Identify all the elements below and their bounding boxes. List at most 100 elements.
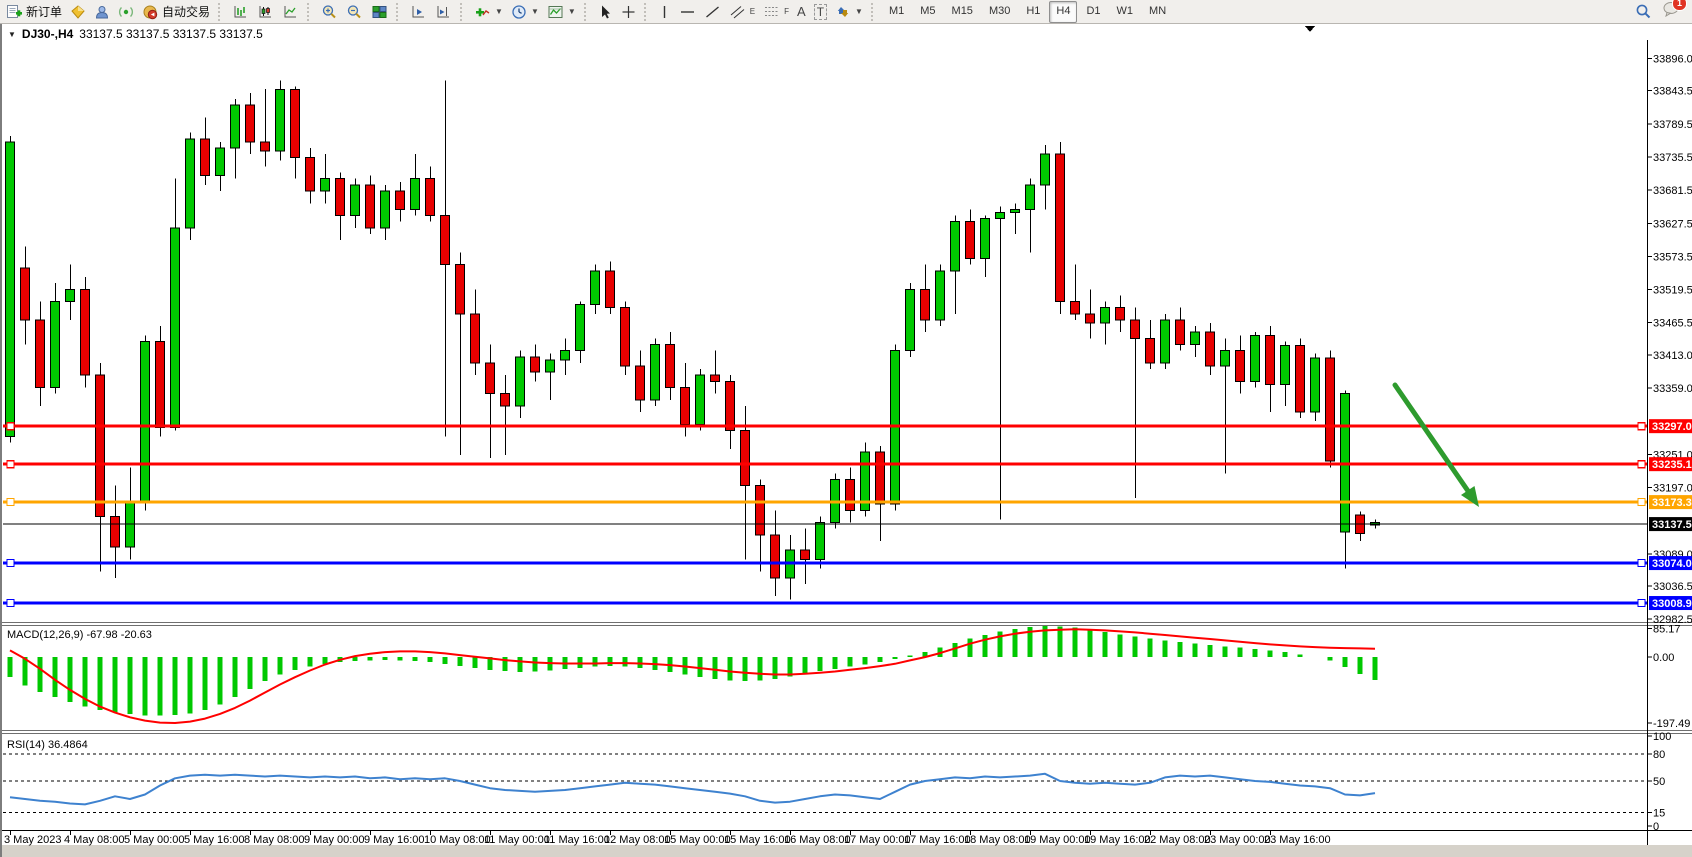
signals-button[interactable] — [114, 0, 138, 24]
zoom-out-button[interactable] — [342, 0, 367, 24]
chart-shift-marker[interactable] — [1305, 26, 1315, 32]
timeframe-button-m15[interactable]: M15 — [951, 4, 973, 17]
periods-button[interactable]: ▼ — [507, 0, 543, 24]
bar-chart-button[interactable] — [228, 0, 253, 24]
macd-histogram-bar — [802, 657, 808, 674]
line-handle[interactable] — [1637, 498, 1646, 507]
trendline-tool-button[interactable] — [700, 0, 725, 24]
macd-histogram-bar — [367, 657, 373, 661]
arrows-tool-button[interactable]: ▼ — [831, 0, 867, 24]
macd-histogram-bar — [202, 657, 208, 710]
macd-histogram-bar — [982, 635, 988, 658]
crosshair-button[interactable] — [617, 0, 640, 24]
candle-bullish — [515, 356, 525, 407]
macd-histogram-bar — [307, 657, 313, 667]
candle-bearish — [1070, 301, 1080, 315]
fibonacci-tool-button[interactable]: F — [759, 0, 793, 24]
time-tick-label: 17 May 00:00 — [844, 834, 911, 846]
chart-shift-button[interactable] — [431, 0, 456, 24]
chevron-down-icon: ▼ — [530, 7, 539, 16]
templates-button[interactable]: ▼ — [543, 0, 580, 24]
macd-histogram-bar — [1177, 642, 1183, 658]
candle-bearish — [20, 267, 30, 321]
time-tick-label: 4 May 08:00 — [64, 834, 125, 846]
timeframe-button-w1[interactable]: W1 — [1116, 4, 1134, 17]
line-handle[interactable] — [1637, 460, 1646, 469]
candle-bearish — [290, 89, 300, 158]
candle-bearish — [800, 549, 810, 560]
timeframe-button-m30[interactable]: M30 — [988, 4, 1011, 17]
toolbar-separator — [460, 2, 466, 21]
rsi-tick-label: 15 — [1653, 808, 1665, 820]
macd-histogram-bar — [1327, 657, 1333, 661]
auto-scroll-button[interactable] — [406, 0, 431, 24]
macd-histogram-bar — [1192, 643, 1198, 658]
line-handle[interactable] — [6, 498, 15, 507]
line-handle[interactable] — [1637, 422, 1646, 431]
price-line-badge-value: 33008.9 — [1652, 598, 1692, 610]
macd-histogram-bar — [127, 657, 133, 714]
macd-histogram-bar — [952, 643, 958, 658]
timeframe-button-mn[interactable]: MN — [1149, 4, 1167, 17]
chevron-down-icon: ▼ — [855, 7, 863, 16]
line-handle[interactable] — [1637, 558, 1646, 568]
timeframe-button-d1[interactable]: D1 — [1086, 4, 1101, 17]
candlestick-chart-button[interactable] — [253, 0, 278, 24]
line-handle[interactable] — [6, 422, 15, 431]
macd-histogram-bar — [727, 657, 733, 681]
chart-menu-triangle-icon[interactable]: ▼ — [8, 29, 16, 39]
trend-arrow-shaft — [1392, 382, 1471, 494]
macd-histogram-bar — [637, 657, 643, 668]
time-tick-label: 5 May 16:00 — [184, 834, 245, 846]
macd-histogram-bar — [922, 652, 928, 658]
candle-bearish — [680, 386, 690, 425]
trend-arrow[interactable] — [1392, 382, 1479, 507]
line-handle[interactable] — [6, 598, 15, 608]
new-order-button[interactable]: 新订单 — [2, 0, 66, 24]
line-chart-button[interactable] — [278, 0, 303, 24]
macd-histogram-bar — [37, 657, 43, 693]
macd-histogram-bar — [592, 657, 598, 667]
data-window-button[interactable] — [90, 0, 114, 24]
vertical-line-tool-button[interactable] — [654, 0, 675, 24]
candle-bullish — [905, 288, 915, 352]
line-handle[interactable] — [6, 460, 15, 469]
price-tick-label: 32982.5 — [1653, 614, 1692, 626]
indicators-button[interactable]: ▼ — [470, 0, 507, 24]
zoom-in-button[interactable] — [317, 0, 342, 24]
candle-bullish — [545, 359, 555, 373]
timeframe-button-m5[interactable]: M5 — [920, 4, 936, 17]
macd-histogram-bar — [277, 657, 283, 675]
autotrade-button[interactable]: 自动交易 — [138, 0, 214, 24]
price-chart[interactable]: 33896.0 33843.5 33789.5 33735.5 33681.5 33627… — [2, 24, 1692, 857]
timeframe-button-h1[interactable]: H1 — [1026, 4, 1041, 17]
search-icon[interactable] — [1635, 3, 1652, 20]
channel-tool-button[interactable]: E — [725, 0, 759, 24]
horizontal-line-tool-button[interactable] — [675, 0, 700, 24]
macd-histogram-bar — [517, 657, 523, 672]
price-tick-label: 33465.5 — [1653, 318, 1692, 330]
chart-background — [2, 24, 1692, 857]
macd-histogram-bar — [82, 657, 88, 707]
candle-bearish — [80, 288, 90, 376]
text-tool-button[interactable]: A — [793, 0, 810, 24]
label-tool-button[interactable]: T — [810, 0, 831, 24]
macd-histogram-bar — [1237, 647, 1243, 658]
tile-windows-button[interactable] — [367, 0, 392, 24]
macd-histogram-bar — [412, 657, 418, 662]
price-line-badge-value: 33074.0 — [1652, 558, 1692, 570]
candle-bearish — [770, 534, 780, 579]
chart-frame — [2, 26, 1692, 857]
notifications-button[interactable]: 1 — [1662, 0, 1687, 22]
line-handle[interactable] — [1637, 598, 1646, 608]
cursor-button[interactable] — [594, 0, 617, 24]
price-tick-label: 33681.5 — [1653, 185, 1692, 197]
rsi-tick-label: 50 — [1653, 776, 1665, 788]
macd-histogram-bar — [622, 657, 628, 667]
timeframe-button-m1[interactable]: M1 — [888, 4, 905, 17]
line-handle[interactable] — [6, 558, 15, 568]
timeframe-button-h4[interactable]: H4 — [1049, 0, 1078, 23]
candle-bearish — [1265, 334, 1275, 385]
quotes-button[interactable] — [66, 0, 90, 24]
macd-histogram-bar — [877, 657, 883, 663]
